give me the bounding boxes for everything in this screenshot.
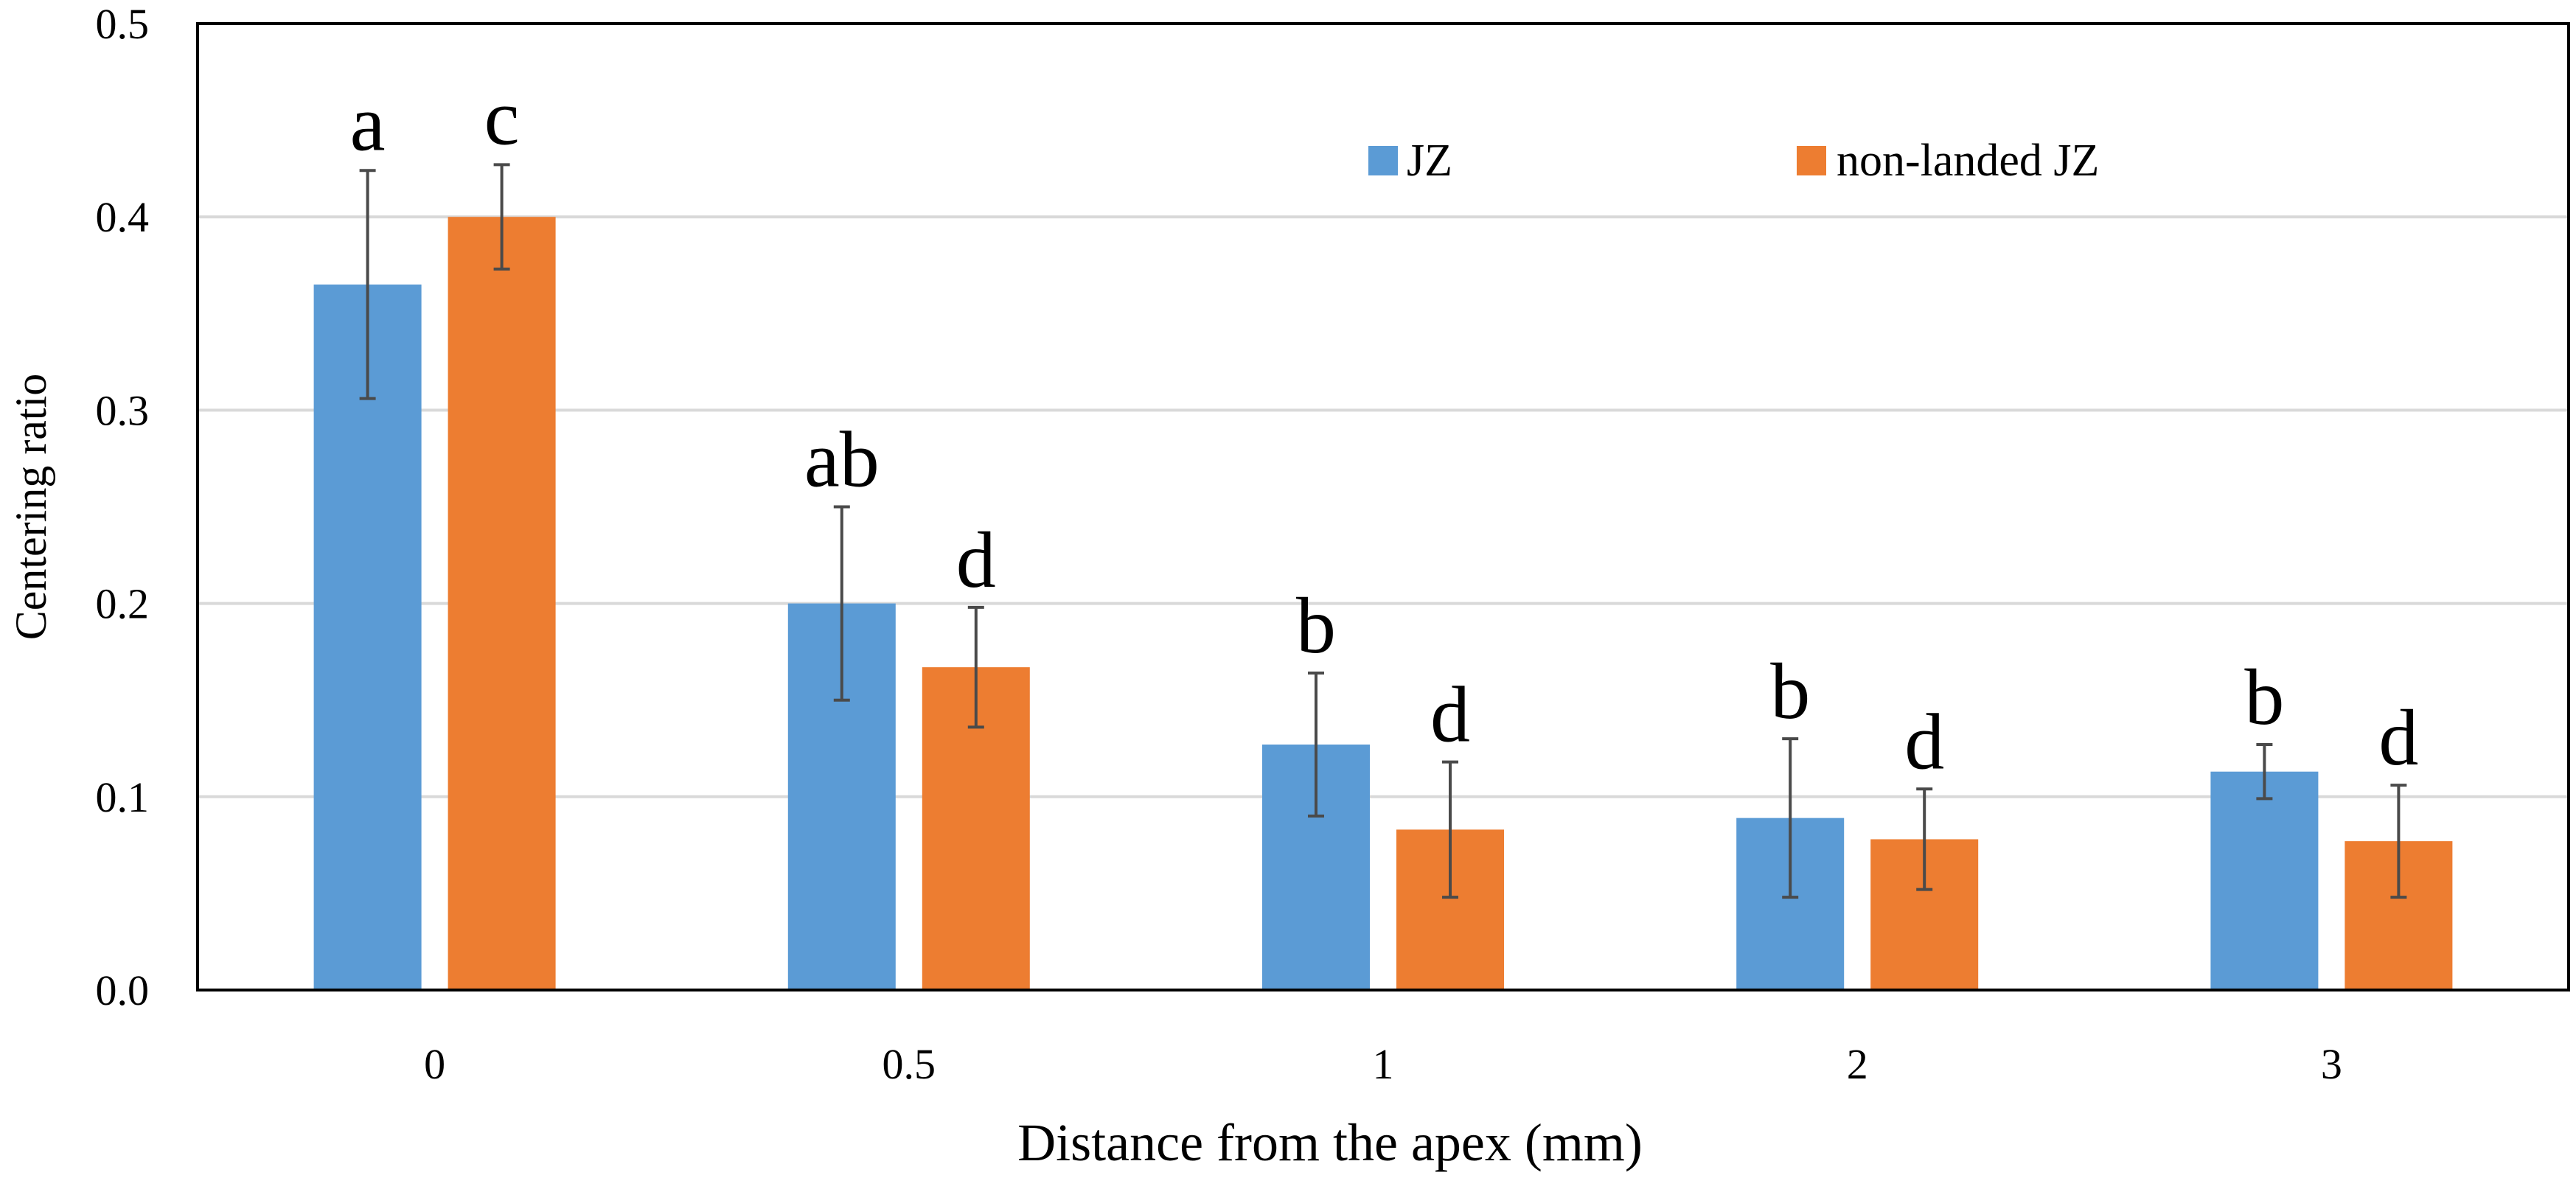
significance-letters: a ab b b b c d d d d — [350, 74, 2419, 786]
significance-letter: a — [350, 80, 386, 167]
x-tick-label: 0.5 — [883, 1040, 936, 1088]
significance-letter: ab — [804, 417, 880, 504]
legend-swatch-non-landed-jz — [1797, 146, 1826, 175]
significance-letter: c — [484, 74, 520, 161]
x-tick-label: 1 — [1373, 1040, 1394, 1088]
y-tick-label: 0.0 — [96, 966, 150, 1014]
significance-letter: d — [1430, 672, 1470, 759]
legend-label-non-landed-jz: non-landed JZ — [1837, 136, 2099, 186]
y-tick-label: 0.2 — [96, 580, 150, 628]
x-axis-title: Distance from the apex (mm) — [1017, 1113, 1643, 1172]
bar — [2210, 771, 2319, 990]
x-tick-label: 0 — [424, 1040, 445, 1088]
y-axis-ticks: 0.0 0.1 0.2 0.3 0.4 0.5 — [96, 0, 150, 1014]
significance-letter: b — [1770, 648, 1810, 736]
bar — [448, 217, 556, 991]
gridlines — [198, 215, 2569, 798]
significance-letter: d — [956, 517, 996, 604]
x-tick-label: 2 — [1847, 1040, 1868, 1088]
significance-letter: d — [2378, 694, 2418, 782]
y-tick-label: 0.5 — [96, 0, 150, 48]
x-axis-ticks: 0 0.5 1 2 3 — [424, 1040, 2342, 1088]
plot-area-frame — [196, 22, 2570, 991]
y-tick-label: 0.3 — [96, 386, 150, 434]
error-bars — [359, 163, 2407, 899]
y-axis-title: Centering ratio — [7, 374, 55, 641]
significance-letter: d — [1904, 698, 1944, 786]
significance-letter: b — [2244, 654, 2284, 742]
legend-label-jz: JZ — [1407, 136, 1452, 186]
y-tick-label: 0.4 — [96, 193, 150, 241]
y-tick-label: 0.1 — [96, 773, 150, 821]
legend-swatch-jz — [1368, 146, 1398, 175]
x-tick-label: 3 — [2321, 1040, 2342, 1088]
bar — [313, 284, 422, 991]
significance-letter: b — [1296, 582, 1336, 670]
legend: JZ non-landed JZ — [1368, 136, 2099, 186]
